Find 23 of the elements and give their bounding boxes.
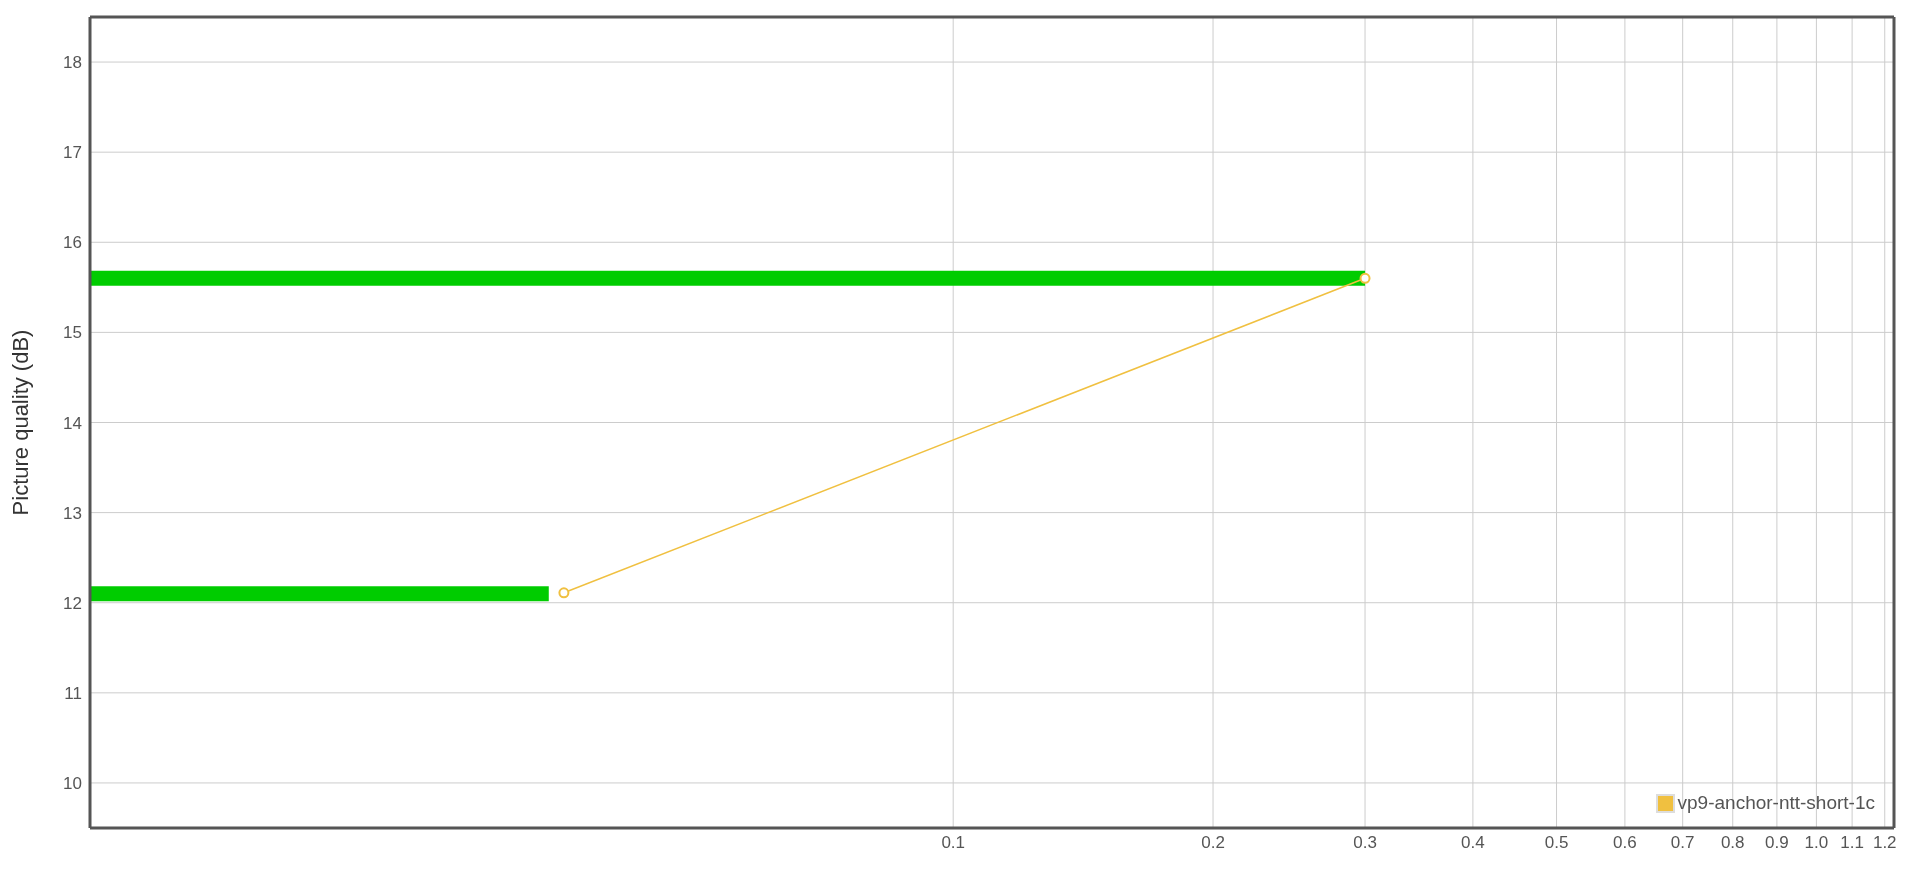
x-tick-label: 0.7 [1670, 833, 1695, 853]
x-tick-label: 0.6 [1613, 833, 1637, 853]
y-tick-label: 18 [63, 53, 82, 73]
x-tick-label: 0.3 [1353, 833, 1377, 853]
y-tick-label: 11 [64, 683, 82, 703]
x-tick-label: 1.2 [1872, 833, 1897, 853]
x-tick-label: 1.0 [1804, 833, 1829, 853]
y-tick-label: 17 [63, 143, 82, 163]
y-tick-label: 13 [63, 503, 82, 523]
x-tick-label: 0.2 [1201, 833, 1225, 853]
x-tick-label: 0.5 [1544, 833, 1569, 853]
x-tick-label: 0.1 [941, 833, 966, 853]
x-tick-label: 1.1 [1840, 833, 1864, 853]
x-tick-label: 0.9 [1765, 833, 1789, 853]
legend-label: vp9-anchor-ntt-short-1c [1677, 792, 1875, 814]
x-tick-label: 0.8 [1720, 833, 1745, 853]
y-axis-title: Picture quality (dB) [7, 329, 33, 516]
y-tick-label: 12 [63, 593, 82, 613]
y-tick-label: 10 [63, 773, 82, 793]
y-tick-label: 15 [63, 323, 82, 343]
x-tick-label: 0.4 [1461, 833, 1485, 853]
y-tick-label: 14 [63, 413, 82, 433]
y-tick-label: 16 [63, 233, 82, 253]
